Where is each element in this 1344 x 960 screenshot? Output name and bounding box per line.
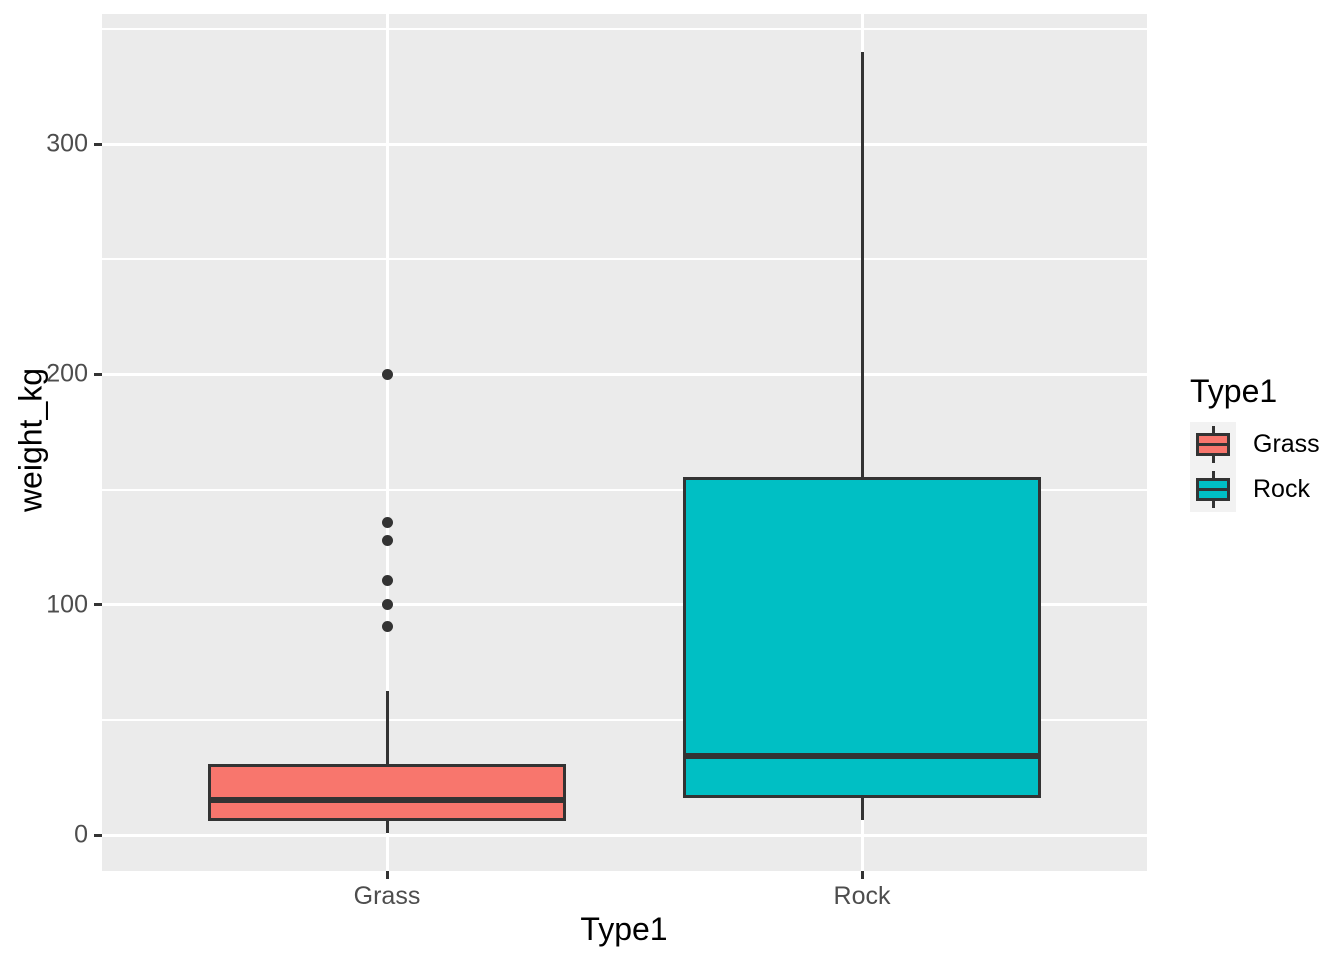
box-rock [683, 476, 1041, 799]
plot-panel [102, 14, 1147, 871]
legend-label-rock: Rock [1253, 474, 1310, 503]
outlier-point-grass [381, 517, 393, 529]
median-grass [211, 797, 563, 804]
legend-entry-rock: Rock [1190, 467, 1320, 513]
y-tick-label: 200 [46, 359, 88, 388]
major-gridline [102, 142, 1147, 146]
minor-gridline [102, 27, 1147, 30]
major-gridline-x-grass [385, 14, 389, 871]
outlier-point-grass [381, 575, 393, 587]
major-gridline [102, 833, 1147, 837]
legend-entry-grass: Grass [1190, 422, 1320, 468]
y-tick-label: 0 [74, 820, 88, 849]
box-grass [208, 763, 566, 822]
y-tick [94, 372, 102, 376]
x-tick-label-grass: Grass [353, 882, 421, 910]
outlier-point-grass [381, 621, 393, 633]
whisker-grass [385, 691, 389, 833]
x-axis-title: Type1 [580, 911, 668, 947]
y-tick-label: 300 [46, 129, 88, 158]
legend-key-glyph [1190, 467, 1236, 513]
major-gridline [102, 372, 1147, 376]
y-tick [94, 142, 102, 146]
legend-title: Type1 [1190, 373, 1278, 409]
y-axis-title: weight_kg [12, 367, 49, 513]
y-tick [94, 603, 102, 607]
outlier-point-grass [381, 534, 393, 546]
y-tick [94, 833, 102, 837]
legend-label-grass: Grass [1253, 429, 1320, 458]
whisker-rock [860, 51, 864, 821]
minor-gridline [102, 718, 1147, 721]
minor-gridline [102, 258, 1147, 261]
median-rock [686, 752, 1038, 759]
legend-key-median [1196, 488, 1230, 492]
outlier-point-grass [381, 368, 393, 380]
x-tick-label-rock: Rock [833, 882, 891, 910]
x-tick [385, 871, 389, 879]
legend-key-glyph [1190, 422, 1236, 468]
minor-gridline [102, 488, 1147, 491]
x-tick [860, 871, 864, 879]
major-gridline [102, 603, 1147, 607]
legend-keys: Grass Rock [1190, 422, 1320, 513]
legend-key-median [1196, 443, 1230, 447]
legend: Type1 Grass Rock [1190, 373, 1320, 513]
outlier-point-grass [381, 599, 393, 611]
y-tick-label: 100 [46, 589, 88, 618]
